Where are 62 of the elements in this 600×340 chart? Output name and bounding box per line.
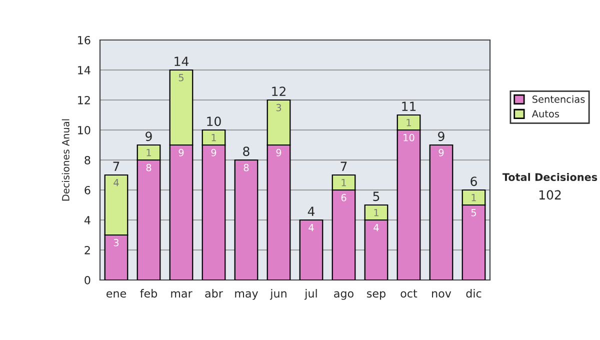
data-label: 5 (471, 209, 476, 216)
y-tick-label: 10 (78, 126, 90, 134)
total-label: 8 (243, 146, 250, 156)
total-label: 5 (373, 192, 380, 202)
total-label: 10 (207, 116, 221, 126)
total-label: 7 (113, 162, 120, 171)
x-tick-label: dic (466, 289, 482, 298)
data-label: 1 (342, 179, 346, 186)
total-label: 12 (272, 86, 286, 96)
data-label: 4 (114, 179, 119, 186)
data-label: 10 (404, 134, 414, 142)
data-label: 6 (341, 194, 346, 202)
x-tick-label: mar (171, 291, 192, 298)
y-tick-label: 0 (84, 276, 90, 284)
data-label: 9 (276, 148, 282, 156)
data-label: 4 (374, 224, 379, 232)
legend-label: Autos (532, 110, 560, 118)
data-label: 4 (308, 224, 314, 232)
y-tick-label: 2 (84, 246, 90, 254)
y-tick-label: 16 (78, 36, 90, 44)
x-tick-label: jun (270, 289, 286, 300)
y-tick-label: 12 (78, 96, 90, 104)
data-label: 1 (146, 149, 151, 156)
data-label: 8 (244, 164, 249, 172)
x-tick-label: nov (432, 291, 452, 298)
x-tick-label: ene (106, 291, 126, 298)
x-tick-label: jul (304, 289, 317, 300)
total-label: 4 (308, 206, 315, 216)
text: 102 (539, 190, 561, 200)
data-label: 1 (472, 194, 476, 202)
legend-label: Sentencias (532, 95, 585, 103)
total-label: 7 (340, 162, 347, 171)
bar (429, 144, 454, 280)
data-label: 8 (146, 164, 152, 172)
x-tick-label: oct (400, 290, 418, 298)
y-tick-label: 8 (84, 156, 90, 164)
total-label: 6 (470, 176, 477, 186)
total-label: 11 (402, 102, 416, 111)
text: Total Decisiones (502, 172, 598, 182)
data-label: 1 (374, 209, 378, 216)
data-label: 9 (178, 148, 184, 156)
total-label: 9 (438, 132, 444, 142)
data-label: 5 (178, 74, 184, 82)
y-tick-label: 6 (84, 186, 90, 194)
x-tick-label: may (235, 291, 258, 300)
data-label: 1 (406, 119, 411, 126)
x-tick-label: abr (205, 289, 223, 298)
x-tick-label: ago (334, 291, 354, 300)
data-label: 3 (276, 104, 282, 112)
data-label: 1 (212, 134, 216, 142)
bar (299, 219, 324, 280)
data-label: 9 (438, 148, 444, 156)
x-tick-label: feb (140, 289, 158, 298)
x-tick-label: sep (367, 291, 386, 300)
y-tick-label: 4 (84, 216, 90, 224)
data-label: 3 (114, 238, 119, 246)
total-label: 14 (174, 56, 188, 66)
y-tick-label: 14 (78, 66, 90, 74)
bar (234, 159, 258, 280)
data-label: 9 (211, 148, 216, 156)
total-label: 9 (146, 132, 152, 142)
y-axis-title: Decisiones Anual (62, 119, 70, 201)
